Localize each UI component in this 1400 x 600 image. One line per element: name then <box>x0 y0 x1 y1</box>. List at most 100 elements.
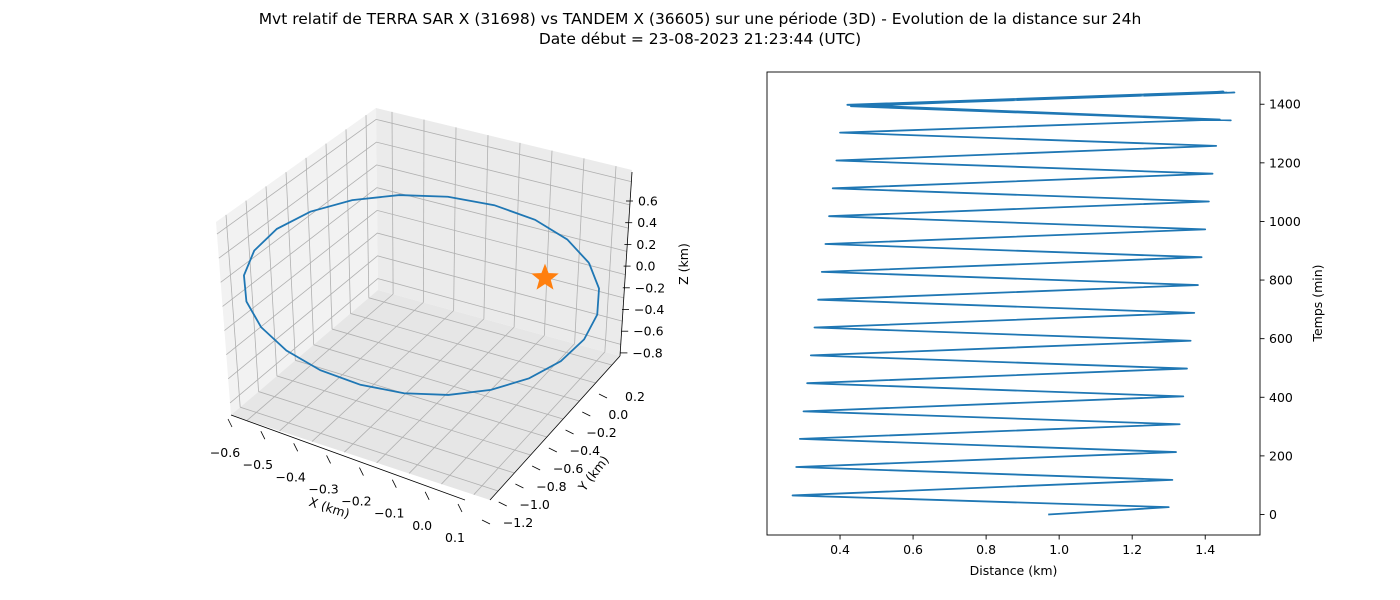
grid-line <box>222 187 627 307</box>
x-tick <box>293 443 299 452</box>
y-tick-label: 600 <box>1269 331 1293 346</box>
pane-left <box>216 108 378 415</box>
grid-line <box>483 135 489 319</box>
grid-line <box>227 255 623 380</box>
grid-line <box>285 172 296 361</box>
plot-frame <box>766 71 1261 536</box>
grid-line <box>331 328 580 402</box>
x-tick-label: 1.4 <box>1195 542 1215 557</box>
grid-line <box>220 164 629 283</box>
x-tick-label: 0.6 <box>903 542 923 557</box>
grid-line <box>224 209 626 331</box>
grid-line <box>225 214 241 408</box>
y-axis-label: Temps (min) <box>1310 264 1325 342</box>
grid-line <box>345 129 351 314</box>
x-tick-label: −0.4 <box>276 469 306 484</box>
z-axis-line <box>619 171 633 357</box>
x-tick-label: −0.6 <box>210 445 240 460</box>
x-tick <box>457 503 463 513</box>
y-axis-line <box>489 355 621 501</box>
grid-line <box>365 115 370 298</box>
grid-line <box>218 141 630 259</box>
y-tick-label: 1400 <box>1269 97 1301 112</box>
grid-line <box>350 313 596 384</box>
y-tick-label: −0.6 <box>553 461 583 476</box>
grid-line <box>216 118 632 235</box>
grid-line <box>258 391 515 474</box>
z-tick-label: 0.6 <box>638 194 658 209</box>
grid-line <box>441 343 575 485</box>
x-tick-label: −0.3 <box>308 481 338 496</box>
y-tick-label: −0.8 <box>536 479 566 494</box>
x-tick-label: 0.0 <box>412 518 432 533</box>
x-tick-label: 1.2 <box>1122 542 1142 557</box>
y-tick <box>498 501 507 507</box>
grid-line <box>325 143 333 330</box>
x-tick <box>227 418 233 428</box>
grid-line <box>246 293 394 421</box>
grid-line <box>240 406 499 492</box>
grid-line <box>473 351 606 495</box>
grid-line <box>313 344 564 420</box>
grid-line <box>422 119 425 303</box>
z-axis-label: Z (km) <box>676 243 691 285</box>
grid-line <box>604 166 617 352</box>
y-tick-label: 0.2 <box>625 389 645 404</box>
y-tick-label: 1000 <box>1269 214 1301 229</box>
y-tick-label: 0 <box>1269 507 1277 522</box>
grid-line <box>408 335 545 474</box>
pane-right <box>376 108 632 356</box>
y-tick-label: 0.0 <box>608 407 628 422</box>
grid-line <box>279 302 424 432</box>
x-axis-label: Distance (km) <box>970 563 1058 578</box>
y-tick <box>548 447 558 453</box>
grid-line <box>368 297 612 366</box>
z-tick-label: −0.6 <box>633 324 663 339</box>
grid-line <box>245 200 259 392</box>
y-tick-label: 800 <box>1269 273 1293 288</box>
start-point-star <box>531 263 559 290</box>
z-tick-label: −0.8 <box>632 345 662 360</box>
grid-line <box>574 158 585 344</box>
x-tick <box>424 491 430 501</box>
pane-floor <box>231 290 620 500</box>
x-tick-label: −0.1 <box>374 506 404 521</box>
figure-title: Mvt relatif de TERRA SAR X (31698) vs TA… <box>258 10 1142 28</box>
x-tick-label: 0.1 <box>445 530 465 545</box>
y-tick-label: −1.0 <box>520 497 550 512</box>
y-tick <box>481 519 491 525</box>
x-tick <box>391 479 397 488</box>
grid-line <box>311 310 454 442</box>
x-tick <box>359 467 364 476</box>
x-tick-label: 0.4 <box>830 542 850 557</box>
z-tick-label: 0.4 <box>637 215 657 230</box>
grid-line <box>513 142 521 328</box>
x-tick-label: 0.8 <box>976 542 996 557</box>
z-tick-label: 0.2 <box>636 237 656 252</box>
y-tick <box>515 483 524 489</box>
grid-3d <box>216 111 632 495</box>
grid-line <box>265 186 278 376</box>
grid-line <box>295 359 547 438</box>
grid-line <box>543 150 553 336</box>
x-tick-label: 1.0 <box>1049 542 1069 557</box>
x-tick <box>260 430 266 440</box>
grid-line <box>344 318 485 453</box>
y-tick <box>565 429 574 435</box>
y-tick <box>531 465 541 471</box>
figure-subtitle: Date début = 23-08-2023 21:23:44 (UTC) <box>538 30 862 48</box>
z-tick-label: −0.2 <box>635 280 665 295</box>
y-tick <box>582 411 591 417</box>
y-tick-label: 1200 <box>1269 155 1301 170</box>
grid-line <box>305 157 315 345</box>
z-tick-label: −0.4 <box>634 302 664 317</box>
y-tick <box>598 393 608 399</box>
y-tick-label: 200 <box>1269 448 1293 463</box>
y-tick-label: −0.2 <box>586 425 616 440</box>
grid-line <box>453 127 457 311</box>
grid-line <box>391 111 394 295</box>
x-axis-line <box>230 414 466 501</box>
z-tick-label: 0.0 <box>636 259 656 274</box>
x-tick-label: −0.5 <box>243 457 273 472</box>
